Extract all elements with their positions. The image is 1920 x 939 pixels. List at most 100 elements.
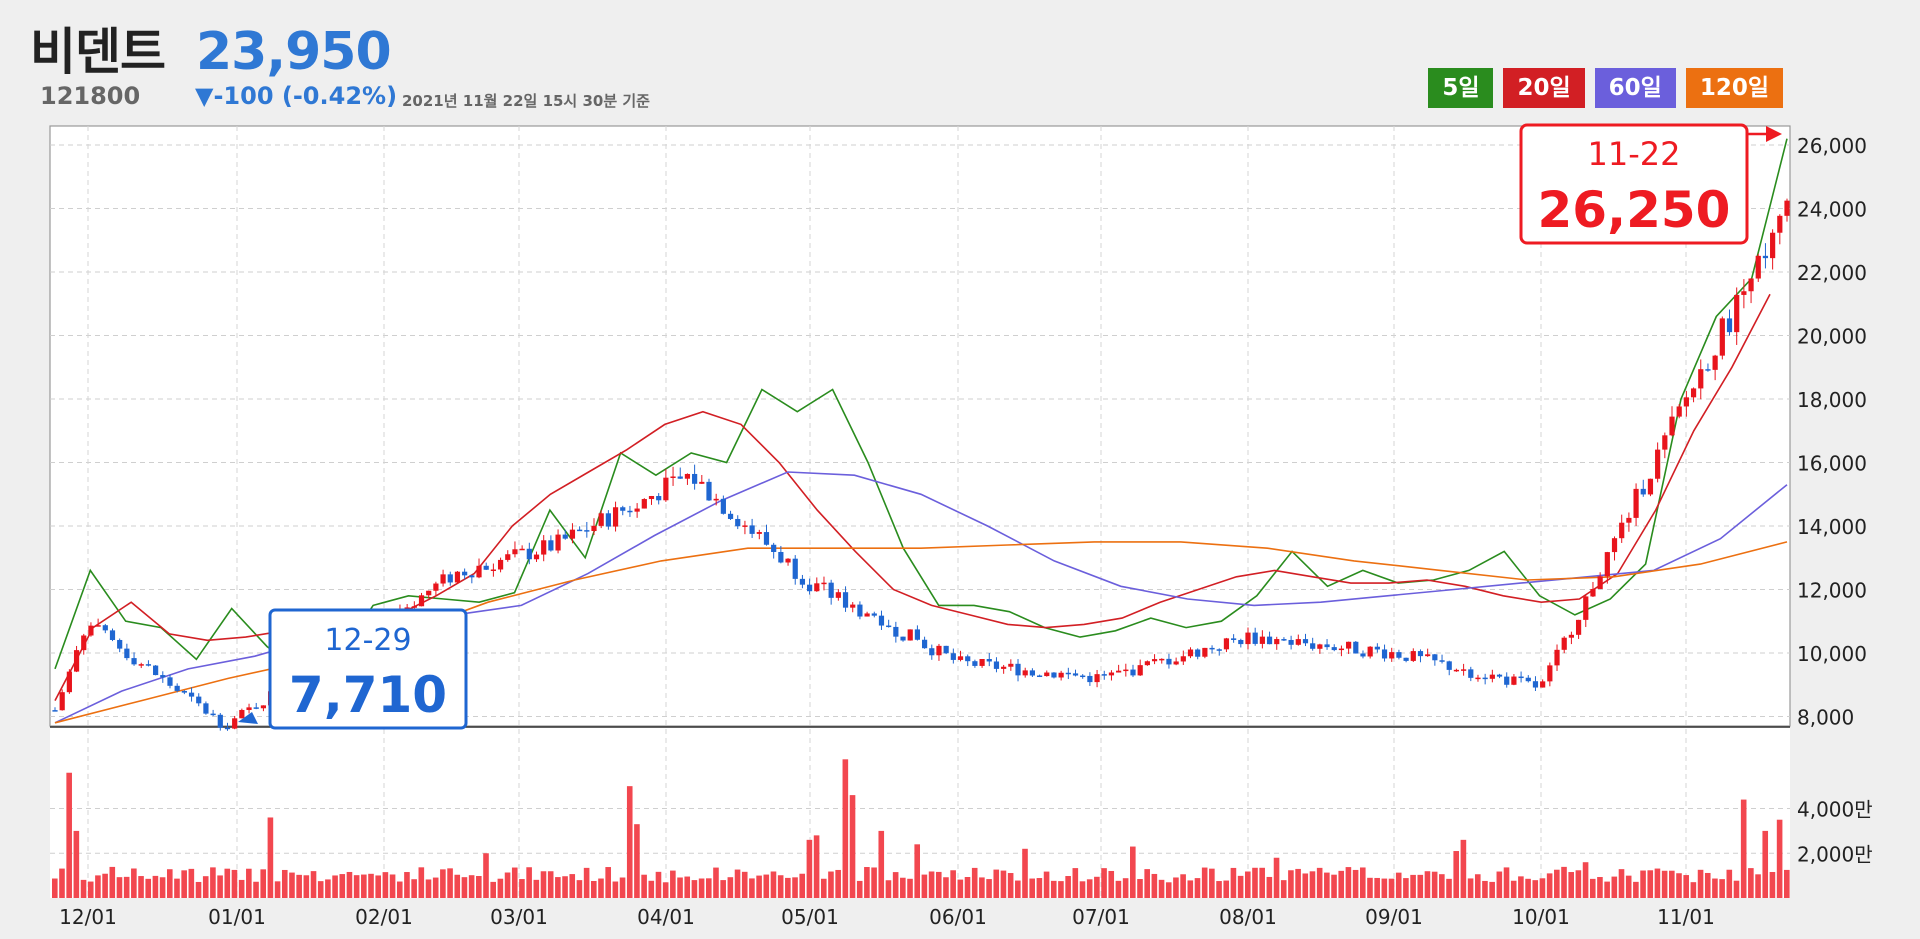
candle-body xyxy=(476,565,482,578)
candle-body xyxy=(1726,318,1733,333)
volume-bar xyxy=(562,876,568,898)
candle-body xyxy=(1468,669,1474,678)
volume-bar xyxy=(102,873,108,898)
candle-body xyxy=(1439,660,1445,662)
volume-bar xyxy=(1489,881,1495,898)
candle-body xyxy=(562,534,568,539)
candle-body xyxy=(1108,672,1115,676)
volume-bar xyxy=(648,880,655,898)
candle-body xyxy=(1496,674,1503,677)
volume-bar xyxy=(1784,869,1790,898)
volume-bar xyxy=(777,875,784,898)
candle-body xyxy=(569,529,576,539)
candle-body xyxy=(1036,675,1043,678)
volume-bar xyxy=(583,867,590,898)
candle-body xyxy=(1116,670,1122,673)
volume-bar xyxy=(152,875,159,898)
volume-bar xyxy=(957,879,964,898)
legend-ma60[interactable]: 60일 xyxy=(1594,68,1676,108)
candle-body xyxy=(720,498,726,514)
volume-bar xyxy=(1007,873,1014,898)
candle-body xyxy=(1417,651,1424,657)
candle-body xyxy=(426,590,432,596)
candle-body xyxy=(1381,649,1388,659)
volume-bar xyxy=(1410,874,1416,898)
volume-bar xyxy=(1776,819,1783,898)
price-tick-label: 14,000 xyxy=(1797,515,1867,539)
candle-body xyxy=(749,525,755,534)
volume-bar xyxy=(1525,878,1531,898)
high-callout-box xyxy=(1519,123,1749,245)
candle-body xyxy=(519,548,525,551)
candle-body xyxy=(117,639,123,649)
price-tick-label: 20,000 xyxy=(1797,325,1867,349)
candle-body xyxy=(1195,649,1201,657)
candle-body xyxy=(447,574,453,583)
legend-ma5[interactable]: 5일 xyxy=(1428,68,1494,108)
candle-body xyxy=(1137,665,1143,676)
candle-body xyxy=(620,507,626,511)
volume-bar xyxy=(641,874,647,898)
candle-body xyxy=(1655,449,1661,479)
candle-body xyxy=(52,710,58,712)
price-tick-label: 8,000 xyxy=(1797,705,1854,729)
candlesticks xyxy=(52,198,1790,731)
volume-bar xyxy=(303,875,310,898)
candle-body xyxy=(1101,674,1107,676)
volume-bar xyxy=(1748,868,1754,898)
candle-body xyxy=(792,558,798,579)
candle-body xyxy=(260,705,267,709)
candle-body xyxy=(1453,669,1460,672)
volume-bar xyxy=(1403,878,1409,898)
volume-bar xyxy=(1309,871,1316,898)
candle-body xyxy=(785,558,791,563)
volume-bar xyxy=(1633,881,1639,898)
candle-body xyxy=(440,574,446,584)
candle-body xyxy=(109,630,116,640)
candle-body xyxy=(454,571,461,583)
price-tick-label: 24,000 xyxy=(1797,198,1867,222)
volume-bar xyxy=(1647,870,1654,898)
volume-bar xyxy=(1165,882,1172,898)
candle-body xyxy=(1094,674,1100,683)
volume-bar xyxy=(720,880,726,898)
volume-bar xyxy=(454,874,461,898)
candle-body xyxy=(936,645,942,656)
candle-body xyxy=(1748,278,1754,292)
volume-bar xyxy=(806,839,813,898)
candle-body xyxy=(490,569,496,571)
volume-bar xyxy=(533,879,540,898)
volume-bar xyxy=(52,878,58,898)
candle-body xyxy=(1647,478,1654,495)
candle-body xyxy=(1065,672,1071,675)
candle-body xyxy=(1245,632,1251,645)
volume-bar xyxy=(1575,870,1582,898)
candle-body xyxy=(483,565,489,570)
volume-bar xyxy=(404,872,410,898)
volume-bar xyxy=(1467,878,1474,898)
legend-ma120[interactable]: 120일 xyxy=(1685,68,1783,108)
volume-bar xyxy=(1223,880,1230,898)
candle-body xyxy=(735,518,741,527)
volume-bar xyxy=(1022,848,1028,898)
candle-body xyxy=(1784,200,1790,216)
candle-body xyxy=(850,604,856,608)
volume-bar xyxy=(1094,876,1100,898)
volume-bar xyxy=(598,878,604,898)
volume-bar xyxy=(828,871,834,898)
volume-bar xyxy=(1086,879,1093,898)
volume-bar xyxy=(267,817,274,898)
volume-bar xyxy=(677,877,683,898)
candle-body xyxy=(814,583,820,592)
volume-bar xyxy=(770,871,777,898)
volume-bar xyxy=(1252,867,1258,898)
volume-bar xyxy=(1439,874,1445,898)
volume-bar xyxy=(1568,872,1574,898)
candle-body xyxy=(893,626,899,637)
volume-bar xyxy=(1122,878,1129,898)
candle-body xyxy=(864,613,870,617)
legend-ma20[interactable]: 20일 xyxy=(1503,68,1585,108)
volume-bar xyxy=(698,878,705,898)
volume-bar xyxy=(741,871,748,898)
